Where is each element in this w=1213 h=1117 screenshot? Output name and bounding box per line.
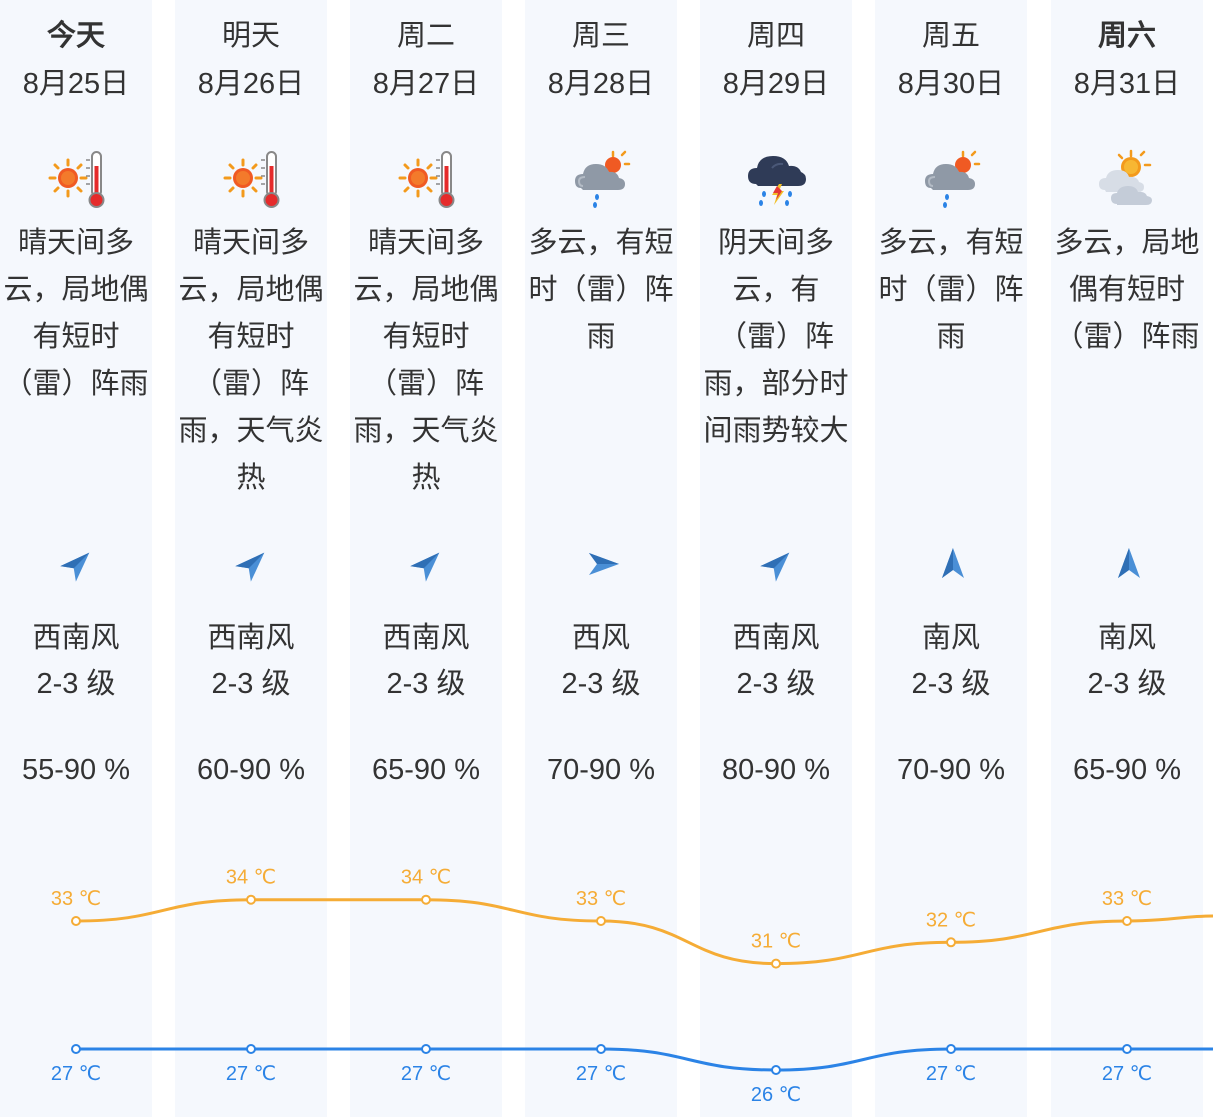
wind-direction: 西南风 [32, 622, 120, 654]
description-line: 雨，部分时 [703, 368, 849, 400]
day-column: 今天 8月25日晴天间多云，局地偶有短时 （雷）阵雨西南风 2-3 级 55-90 % [0, 0, 152, 1117]
description-line: 云，局地偶 [3, 274, 149, 306]
north-arrow-icon [931, 542, 975, 586]
humidity: 65-90 % [371, 754, 480, 786]
day-name: 周三 [571, 20, 630, 52]
humidity: 55-90 % [21, 754, 130, 786]
sun-thermometer-icon [396, 148, 458, 210]
description-line: 有短时 [32, 321, 120, 353]
description-line: （雷）阵 [192, 368, 309, 400]
description-line: 雨，天气炎 [353, 415, 499, 447]
description-line: 间雨势较大 [703, 415, 849, 447]
sun-thermometer-icon [46, 148, 108, 210]
wind-level: 2-3 级 [386, 668, 466, 700]
north-arrow-icon [1107, 542, 1151, 586]
weather-description: 多云，局地偶有短时 （雷）阵雨 [1051, 220, 1203, 361]
description-line: 热 [411, 462, 441, 494]
description-line: 时（雷）阵 [528, 274, 674, 306]
description-line: 热 [236, 462, 266, 494]
weather-description: 多云，有短时（雷）阵雨 [525, 220, 677, 361]
day-column: 周四 8月29日阴天间多云，有 （雷）阵雨，部分时间雨势较大西南风 2-3 级 80-9… [700, 0, 852, 1117]
day-name: 周二 [396, 20, 455, 52]
wind-level: 2-3 级 [36, 668, 116, 700]
day-name: 今天 [46, 20, 105, 52]
description-line: 有短时 [207, 321, 295, 353]
description-line: 雨 [936, 321, 966, 353]
sun-thermometer-icon [221, 148, 283, 210]
day-column: 周六 8月31日多云，局地偶有短时 （雷）阵雨南风 2-3 级 65-90 % [1051, 0, 1203, 1117]
wind-direction: 西南风 [732, 622, 820, 654]
description-line: 云，局地偶 [178, 274, 324, 306]
description-line: 云，有 [732, 274, 820, 306]
day-name: 周五 [921, 20, 980, 52]
description-line: 云，局地偶 [353, 274, 499, 306]
day-date: 8月25日 [22, 68, 130, 100]
description-line: 时（雷）阵 [878, 274, 1024, 306]
description-line: 多云，有短 [528, 227, 674, 259]
day-date: 8月26日 [197, 68, 305, 100]
wind-direction: 西南风 [207, 622, 295, 654]
wind-level: 2-3 级 [211, 668, 291, 700]
wind-direction: 西风 [571, 622, 630, 654]
day-column: 周二 8月27日晴天间多云，局地偶有短时 （雷）阵雨，天气炎热西南风 2-3 级 65-… [350, 0, 502, 1117]
description-line: 多云，局地 [1054, 227, 1200, 259]
humidity: 70-90 % [896, 754, 1005, 786]
wind-direction: 西南风 [382, 622, 470, 654]
northeast-arrow-icon [756, 542, 800, 586]
wind-level: 2-3 级 [736, 668, 816, 700]
description-line: （雷）阵 [717, 321, 834, 353]
day-date: 8月27日 [372, 68, 480, 100]
description-line: 多云，有短 [878, 227, 1024, 259]
day-name: 明天 [221, 20, 280, 52]
weather-description: 阴天间多云，有 （雷）阵雨，部分时间雨势较大 [700, 220, 852, 455]
description-line: （雷）阵雨 [3, 368, 149, 400]
northeast-arrow-icon [231, 542, 275, 586]
day-date: 8月29日 [722, 68, 830, 100]
thunderstorm-cloud-icon [746, 148, 808, 210]
description-line: 晴天间多 [367, 227, 484, 259]
description-line: 阴天间多 [717, 227, 834, 259]
day-name: 周六 [1097, 20, 1156, 52]
day-date: 8月28日 [547, 68, 655, 100]
cloud-sun-rain-icon [571, 148, 633, 210]
description-line: 有短时 [382, 321, 470, 353]
east-arrow-icon [581, 542, 625, 586]
day-column: 明天 8月26日晴天间多云，局地偶有短时 （雷）阵雨，天气炎热西南风 2-3 级 60-… [175, 0, 327, 1117]
cloud-sun-rain-icon [921, 148, 983, 210]
day-column: 周五 8月30日多云，有短时（雷）阵雨南风 2-3 级 70-90 % [875, 0, 1027, 1117]
wind-level: 2-3 级 [561, 668, 641, 700]
weather-description: 晴天间多云，局地偶有短时 （雷）阵雨，天气炎热 [175, 220, 327, 502]
description-line: 雨 [586, 321, 616, 353]
day-date: 8月30日 [897, 68, 1005, 100]
description-line: 雨，天气炎 [178, 415, 324, 447]
description-line: 晴天间多 [17, 227, 134, 259]
description-line: （雷）阵 [367, 368, 484, 400]
humidity: 70-90 % [546, 754, 655, 786]
wind-level: 2-3 级 [911, 668, 991, 700]
day-column: 周三 8月28日多云，有短时（雷）阵雨西风 2-3 级 70-90 % [525, 0, 677, 1117]
weather-description: 多云，有短时（雷）阵雨 [875, 220, 1027, 361]
description-line: （雷）阵雨 [1054, 321, 1200, 353]
northeast-arrow-icon [56, 542, 100, 586]
partly-cloudy-icon [1097, 148, 1159, 210]
day-name: 周四 [746, 20, 805, 52]
wind-level: 2-3 级 [1087, 668, 1167, 700]
weather-description: 晴天间多云，局地偶有短时 （雷）阵雨，天气炎热 [350, 220, 502, 502]
wind-direction: 南风 [1097, 622, 1156, 654]
description-line: 偶有短时 [1068, 274, 1185, 306]
day-date: 8月31日 [1073, 68, 1181, 100]
weather-description: 晴天间多云，局地偶有短时 （雷）阵雨 [0, 220, 152, 408]
description-line: 晴天间多 [192, 227, 309, 259]
northeast-arrow-icon [406, 542, 450, 586]
humidity: 65-90 % [1072, 754, 1181, 786]
humidity: 60-90 % [196, 754, 305, 786]
humidity: 80-90 % [721, 754, 830, 786]
wind-direction: 南风 [921, 622, 980, 654]
